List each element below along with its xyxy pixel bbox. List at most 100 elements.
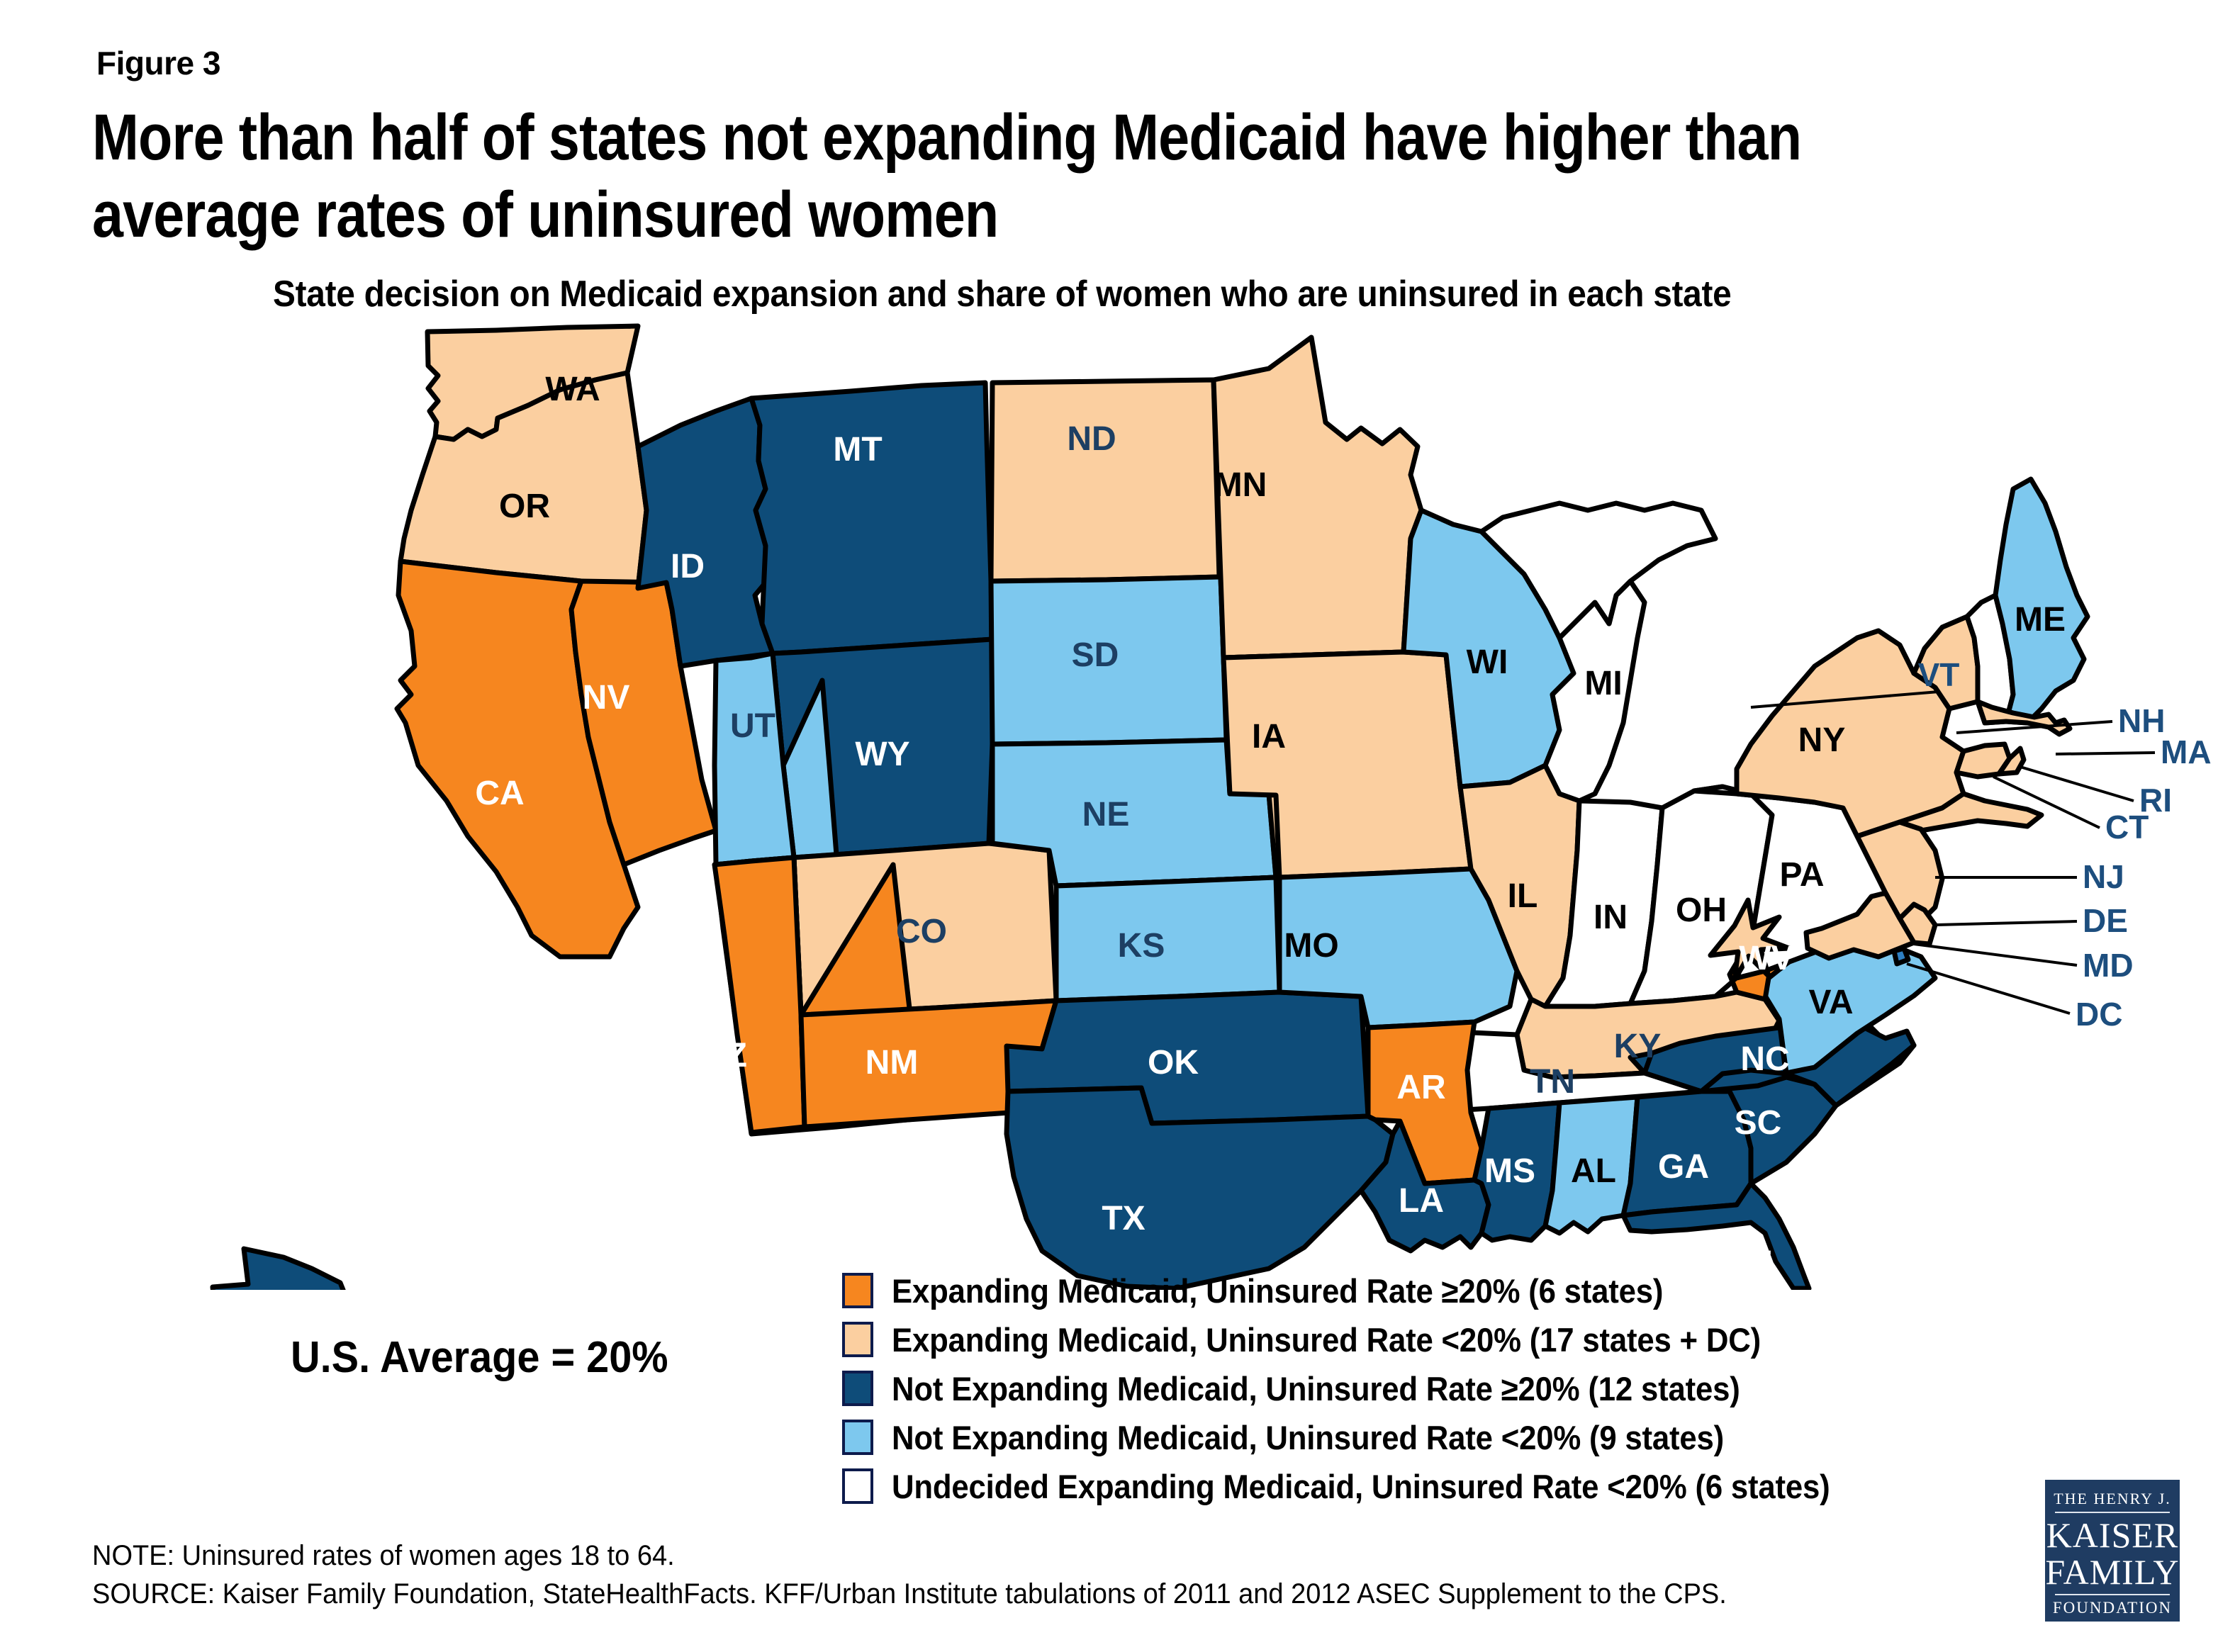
source-line: SOURCE: Kaiser Family Foundation, StateH… — [92, 1578, 1727, 1609]
state-DC[interactable] — [1891, 945, 1911, 967]
state-label-KS: KS — [1118, 927, 1165, 965]
state-label-GA: GA — [1658, 1148, 1709, 1186]
state-label-NE: NE — [1082, 796, 1130, 833]
state-label-OR: OR — [499, 488, 550, 525]
state-label-IA: IA — [1252, 718, 1286, 755]
state-label-OK: OK — [1148, 1044, 1199, 1081]
state-label-TX: TX — [1102, 1200, 1145, 1237]
legend-swatch-expanding-ge20 — [842, 1273, 873, 1308]
state-label-WV: WV — [1739, 940, 1793, 977]
state-label-ID: ID — [671, 548, 705, 585]
footnotes: NOTE: Uninsured rates of women ages 18 t… — [92, 1536, 1727, 1613]
state-label-MI: MI — [1584, 665, 1622, 702]
legend-item[interactable]: Not Expanding Medicaid, Uninsured Rate <… — [842, 1415, 1900, 1459]
state-MT[interactable] — [749, 380, 995, 656]
state-label-UT: UT — [730, 707, 775, 745]
logo-line-2: KAISER — [2046, 1515, 2179, 1555]
legend-label: Not Expanding Medicaid, Uninsured Rate <… — [892, 1418, 1725, 1456]
state-label-PA: PA — [1779, 856, 1824, 894]
state-MS[interactable] — [1472, 1100, 1562, 1243]
callout-label-NJ: NJ — [2083, 858, 2124, 895]
dc-star-marker — [1708, 897, 1792, 982]
state-label-OH: OH — [1676, 892, 1727, 929]
state-label-MO: MO — [1284, 927, 1338, 965]
state-OR[interactable] — [398, 370, 649, 591]
page-subtitle: State decision on Medicaid expansion and… — [273, 274, 1732, 315]
state-RI[interactable] — [1996, 746, 2027, 777]
state-label-SD: SD — [1072, 636, 1119, 674]
state-label-NV: NV — [583, 679, 630, 717]
state-label-WI: WI — [1467, 644, 1508, 681]
state-AZ-fix[interactable] — [712, 855, 807, 1135]
state-MI-upper[interactable] — [1479, 500, 1718, 641]
logo-line-4: FOUNDATION — [2052, 1599, 2173, 1617]
legend-item[interactable]: Expanding Medicaid, Uninsured Rate ≥20% … — [842, 1269, 1900, 1313]
callout-label-DC: DC — [2076, 996, 2122, 1033]
state-AK[interactable] — [61, 1246, 404, 1290]
callout-label-CT: CT — [2105, 809, 2149, 845]
logo-line-1: THE HENRY J. — [2054, 1490, 2171, 1507]
state-ND[interactable] — [988, 377, 1222, 584]
state-NY-longisland[interactable] — [1897, 791, 2044, 833]
legend-swatch-undecided-lt20 — [842, 1468, 873, 1504]
leader-VT — [1750, 690, 1939, 709]
legend-item[interactable]: Expanding Medicaid, Uninsured Rate <20% … — [842, 1317, 1900, 1361]
state-label-MS: MS — [1484, 1152, 1535, 1190]
callout-label-MA: MA = 5% — [2161, 734, 2218, 770]
state-label-LA: LA — [1399, 1182, 1444, 1220]
leader-DC — [1906, 962, 2071, 1015]
legend: Expanding Medicaid, Uninsured Rate ≥20% … — [842, 1269, 1900, 1513]
state-label-AR: AR — [1396, 1069, 1445, 1106]
state-label-MN: MN — [1214, 466, 1267, 504]
callout-label-MD: MD — [2083, 947, 2134, 984]
logo-line-3: FAMILY — [2045, 1552, 2180, 1592]
callout-label-NH: NH — [2118, 702, 2165, 739]
state-label-NC: NC — [1740, 1040, 1789, 1078]
logo-divider-bottom — [2055, 1594, 2170, 1595]
page-title: More than half of states not expanding M… — [92, 101, 1802, 251]
state-label-AL: AL — [1571, 1152, 1616, 1190]
state-label-FL: FL — [1730, 1225, 1772, 1262]
legend-label: Not Expanding Medicaid, Uninsured Rate ≥… — [892, 1369, 1740, 1407]
callout-label-DE: DE — [2083, 902, 2128, 939]
leader-DE — [1936, 920, 2078, 926]
leader-CT — [1993, 775, 2100, 829]
us-average-annotation: U.S. Average = 20% — [291, 1333, 668, 1382]
state-MD[interactable] — [1803, 890, 1917, 961]
state-label-VA: VA — [1808, 984, 1853, 1021]
legend-label: Expanding Medicaid, Uninsured Rate ≥20% … — [892, 1271, 1664, 1310]
state-label-NY: NY — [1798, 721, 1846, 759]
state-ME[interactable] — [1993, 476, 2090, 726]
state-label-CA: CA — [475, 775, 524, 812]
state-NJ[interactable] — [1854, 819, 1945, 924]
callout-label-VT: VT — [1918, 656, 1960, 693]
callout-label-RI: RI — [2139, 782, 2172, 819]
state-label-MT: MT — [833, 431, 882, 468]
state-KS-fix[interactable] — [1053, 875, 1282, 1004]
legend-label: Undecided Expanding Medicaid, Uninsured … — [892, 1467, 1830, 1505]
leader-MD — [1913, 943, 2078, 967]
state-label-TN: TN — [1530, 1063, 1575, 1101]
state-FL[interactable] — [1620, 1181, 1812, 1290]
state-label-IN: IN — [1594, 899, 1628, 936]
leader-MA — [2055, 751, 2156, 755]
legend-swatch-not-expanding-lt20 — [842, 1420, 873, 1455]
legend-label: Expanding Medicaid, Uninsured Rate <20% … — [892, 1320, 1761, 1359]
state-label-NM: NM — [866, 1044, 919, 1081]
state-label-CO: CO — [896, 913, 947, 950]
state-label-WY: WY — [855, 736, 909, 773]
state-label-WA: WA — [545, 371, 600, 408]
state-label-SC: SC — [1735, 1104, 1782, 1142]
legend-item[interactable]: Undecided Expanding Medicaid, Uninsured … — [842, 1464, 1900, 1508]
legend-swatch-not-expanding-ge20 — [842, 1371, 873, 1406]
state-label-IL: IL — [1508, 877, 1538, 915]
state-label-ND: ND — [1067, 420, 1116, 458]
logo-divider-top — [2055, 1512, 2170, 1513]
leader-RI — [2020, 765, 2134, 802]
us-choropleth-map: WA OR CA NV ID MT WY UT CO AZ NM ND SD N… — [0, 298, 2218, 1290]
state-label-ME: ME — [2015, 601, 2066, 639]
note-line: NOTE: Uninsured rates of women ages 18 t… — [92, 1540, 675, 1571]
legend-item[interactable]: Not Expanding Medicaid, Uninsured Rate ≥… — [842, 1366, 1900, 1410]
state-TX[interactable] — [1004, 1085, 1396, 1290]
state-LA[interactable] — [1358, 1118, 1491, 1254]
